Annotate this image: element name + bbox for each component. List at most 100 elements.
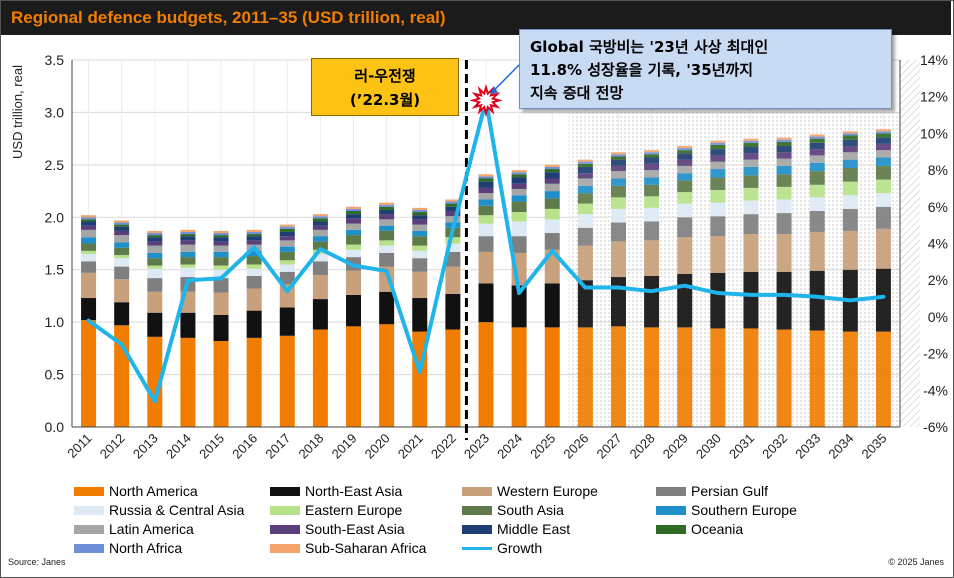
x-tick-label: 2017 [262, 431, 293, 462]
bar-segment-north-africa [577, 161, 593, 164]
bar-segment-latin-america [577, 178, 593, 186]
bar-segment-latin-america [677, 165, 693, 174]
bar-segment-southern-europe [279, 246, 295, 252]
y-tick-labels: 0.0 0.5 1.0 1.5 2.0 2.5 3.0 3.5 [45, 52, 65, 435]
bar-segment-middle-east [246, 236, 262, 241]
legend-item: Growth [462, 539, 542, 557]
bar-segment-persian-gulf [776, 213, 792, 235]
bar-segment-southern-europe [677, 173, 693, 181]
bar-segment-persian-gulf [875, 206, 891, 229]
bar-segment-south-east-asia [677, 159, 693, 166]
bar-stack-2034 [842, 131, 858, 427]
bar-stack-2035 [875, 129, 891, 427]
bar-segment-russia-central-asia [644, 207, 660, 222]
bar-segment-oceania [246, 234, 262, 237]
bar-segment-north-africa [809, 136, 825, 139]
bar-segment-north-africa [81, 217, 97, 220]
bar-segment-south-asia [346, 235, 362, 245]
x-tick-label: 2019 [329, 431, 360, 462]
legend-swatch [74, 486, 104, 496]
growth-point [186, 278, 190, 282]
legend-item: South Asia [462, 501, 564, 519]
bar-segment-latin-america [81, 229, 97, 238]
bar-segment-south-east-asia [312, 225, 328, 230]
growth-point [87, 319, 91, 323]
bar-segment-persian-gulf [710, 216, 726, 237]
bar-segment-oceania [379, 206, 395, 210]
bar-stack-2025 [544, 164, 560, 427]
bar-segment-persian-gulf [610, 222, 626, 242]
legend-swatch [462, 486, 492, 496]
bar-segment-oceania [842, 135, 858, 140]
bar-segment-persian-gulf [147, 278, 163, 292]
bar-segment-persian-gulf [809, 210, 825, 232]
legend-swatch [462, 524, 492, 534]
bar-segment-russia-central-asia [81, 253, 97, 262]
bar-segment-russia-central-asia [213, 269, 229, 279]
bar-segment-south-east-asia [412, 219, 428, 225]
x-tick-label: 2013 [130, 431, 161, 462]
bar-segment-north-america [379, 324, 395, 427]
bar-segment-southern-europe [412, 230, 428, 237]
bar-segment-western-europe [346, 270, 362, 295]
legend-swatch [270, 486, 300, 496]
growth-point [451, 227, 455, 231]
bar-segment-southern-europe [644, 177, 660, 185]
bar-segment-south-asia [279, 251, 295, 261]
bar-segment-north-east-asia [875, 268, 891, 332]
legend-swatch [656, 505, 686, 515]
war-annotation-line1: 러-우전쟁 [354, 67, 416, 85]
legend-swatch [656, 486, 686, 496]
y-tick-label: 1.0 [45, 314, 65, 330]
bar-segment-middle-east [312, 221, 328, 226]
bar-stack-2016 [246, 229, 262, 427]
bar-segment-oceania [776, 141, 792, 146]
bar-segment-latin-america [279, 240, 295, 247]
y-tick-label: 0.5 [45, 367, 65, 383]
bar-segment-north-africa [445, 201, 461, 204]
bar-segment-southern-europe [809, 162, 825, 172]
x-tick-label: 2034 [825, 431, 856, 462]
bar-segment-north-america [213, 341, 229, 427]
bar-segment-persian-gulf [677, 217, 693, 238]
bar-stacks [81, 129, 891, 427]
y-tick-label: 3.0 [45, 104, 65, 120]
bar-segment-southern-europe [511, 195, 527, 202]
bar-segment-north-east-asia [445, 293, 461, 330]
bar-segment-latin-america [213, 245, 229, 252]
bar-segment-latin-america [379, 219, 395, 226]
bar-segment-middle-east [511, 177, 527, 184]
bar-segment-sub-saharan-africa [114, 220, 130, 223]
bar-segment-sub-saharan-africa [213, 230, 229, 234]
y-tick-label: 3.5 [45, 52, 65, 68]
growth-point [683, 284, 687, 288]
bar-segment-middle-east [279, 231, 295, 237]
bar-segment-eastern-europe [677, 192, 693, 204]
bar-segment-eastern-europe [577, 203, 593, 215]
bar-segment-latin-america [412, 224, 428, 231]
bar-segment-latin-america [312, 229, 328, 237]
growth-point [352, 264, 356, 268]
bar-segment-south-east-asia [875, 143, 891, 151]
y2-tick-label: -2% [923, 346, 948, 362]
war-annotation-box: 러-우전쟁 (’22.3월) [311, 58, 459, 116]
bar-segment-persian-gulf [412, 258, 428, 272]
bar-segment-south-east-asia [180, 240, 196, 245]
bar-segment-latin-america [478, 193, 494, 200]
bar-segment-persian-gulf [379, 252, 395, 267]
bar-stack-2011 [81, 215, 97, 427]
legend-swatch [74, 524, 104, 534]
bar-segment-western-europe [312, 274, 328, 300]
bar-segment-south-east-asia [246, 240, 262, 245]
bar-segment-south-asia [842, 168, 858, 182]
bar-segment-sub-saharan-africa [81, 215, 97, 218]
legend-label: Eastern Europe [305, 502, 403, 518]
legend-label: Latin America [109, 521, 194, 537]
bar-segment-southern-europe [379, 225, 395, 231]
bar-segment-latin-america [610, 171, 626, 179]
bar-segment-western-europe [279, 284, 295, 308]
bar-segment-eastern-europe [81, 250, 97, 254]
bar-segment-sub-saharan-africa [677, 145, 693, 149]
bar-segment-north-america [445, 329, 461, 427]
